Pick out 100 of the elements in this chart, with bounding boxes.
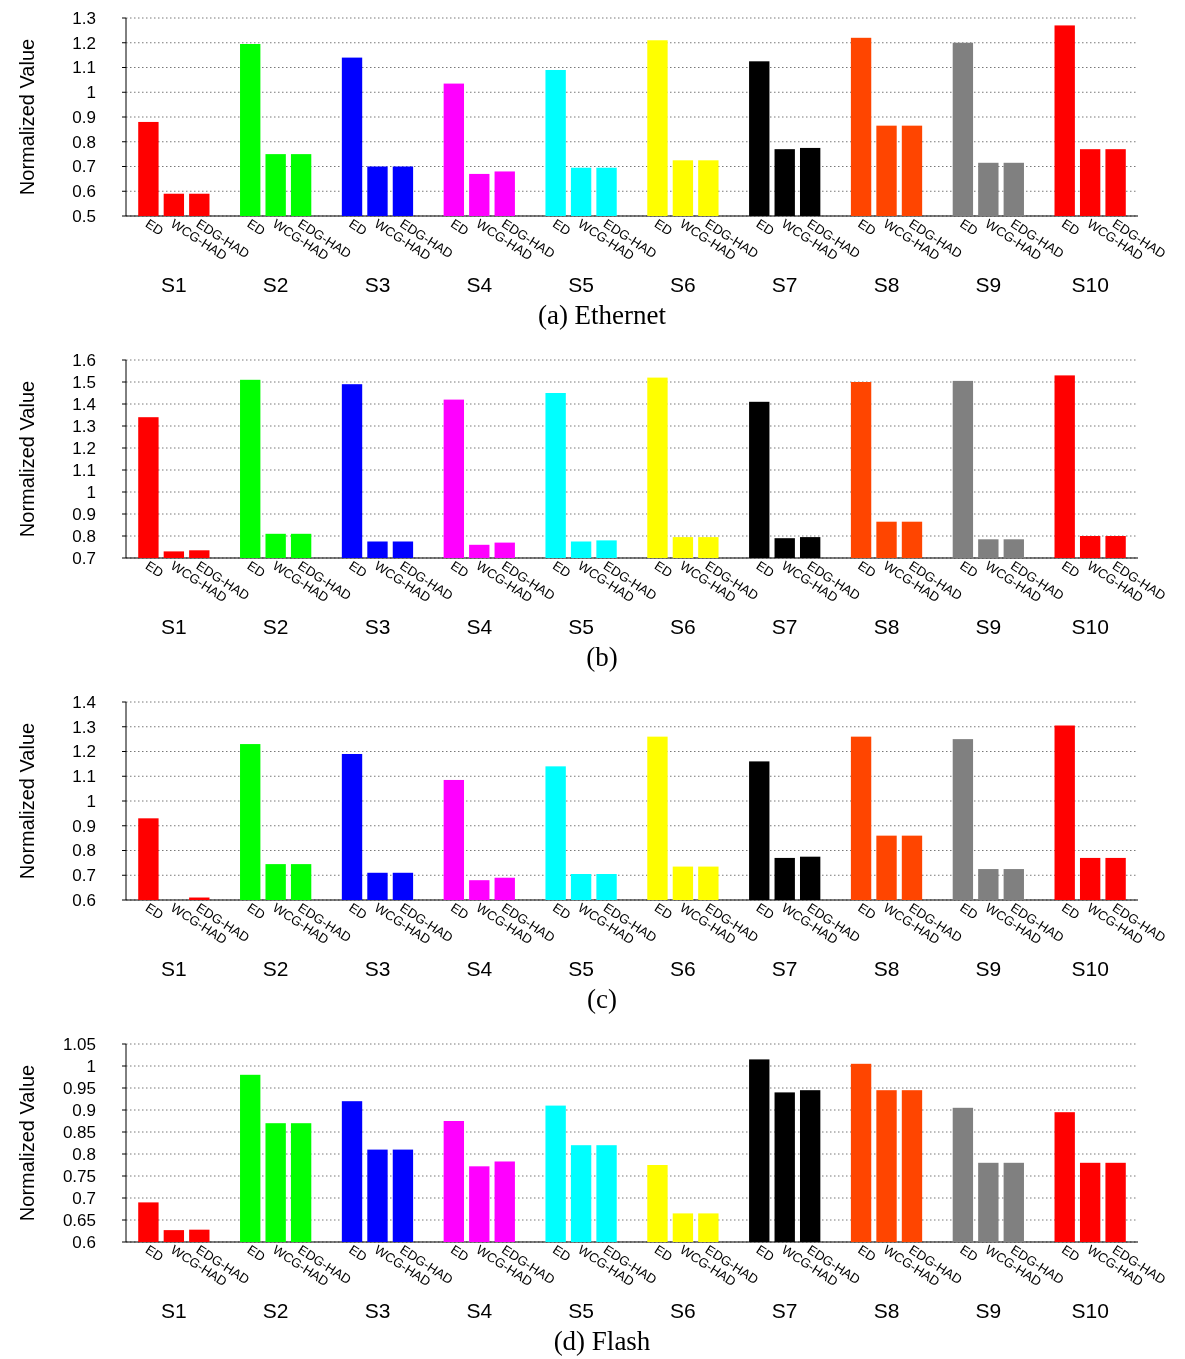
text: ED <box>448 215 472 239</box>
x-tick-label: S8 <box>873 1299 900 1322</box>
y-tick-label: 0.8 <box>72 841 96 861</box>
text: ED <box>550 557 574 581</box>
y-tick-label: 1.1 <box>72 58 96 78</box>
text: ED <box>957 557 981 581</box>
x-tick-label: S7 <box>771 273 798 296</box>
y-tick-label: 1.3 <box>72 416 96 436</box>
y-tick-label: 0.7 <box>72 866 96 886</box>
text: ED <box>651 557 676 581</box>
y-tick-label: 1.4 <box>72 692 96 712</box>
x-tick-label: S4 <box>466 1299 493 1322</box>
y-tick-label: 1 <box>86 83 96 103</box>
x-tick-label: S3 <box>364 957 391 980</box>
x-tick-label: S9 <box>975 273 1002 296</box>
text: ED <box>651 1241 676 1265</box>
x-tick-label: S4 <box>466 273 493 296</box>
x-tick-label: S3 <box>364 615 391 638</box>
x-tick-label: S5 <box>568 273 594 296</box>
y-tick-label: 0.7 <box>72 548 96 568</box>
text: ED <box>550 215 574 239</box>
text: ED <box>753 1241 777 1265</box>
y-tick-label: 0.8 <box>72 132 96 152</box>
x-tick-label: S5 <box>568 1299 594 1322</box>
text: ED <box>346 1241 370 1265</box>
x-tick-label: S4 <box>466 957 493 980</box>
text: ED <box>1059 557 1083 581</box>
text: ED <box>346 899 370 923</box>
x-tick-label: S10 <box>1071 957 1109 980</box>
text: ED <box>244 899 268 923</box>
y-tick-label: 0.7 <box>72 1188 96 1208</box>
x-tick-label: S1 <box>161 957 187 980</box>
y-tick-label: 1.2 <box>72 742 96 762</box>
x-tick-label: S5 <box>568 615 594 638</box>
y-tick-label: 0.5 <box>72 206 96 226</box>
x-tick-label: S10 <box>1071 615 1109 638</box>
y-tick-label: 0.6 <box>72 890 96 910</box>
text: ED <box>346 215 370 239</box>
y-tick-label: 0.85 <box>62 1122 96 1142</box>
y-tick-label: 1.4 <box>72 394 96 414</box>
text: ED <box>753 215 777 239</box>
x-tick-label: S2 <box>262 273 289 296</box>
y-tick-label: 1.2 <box>72 33 96 53</box>
text: ED <box>957 899 981 923</box>
y-tick-label: 0.95 <box>62 1078 96 1098</box>
text: ED <box>1059 1241 1083 1265</box>
x-tick-label: S3 <box>364 1299 391 1322</box>
text: (b) <box>586 642 618 672</box>
y-tick-label: 0.7 <box>72 157 96 177</box>
y-tick-label: 1.6 <box>72 350 96 370</box>
y-tick-label: 0.9 <box>72 107 96 127</box>
text: ED <box>855 899 879 923</box>
x-tick-label: S3 <box>364 273 391 296</box>
x-tick-label: S7 <box>771 1299 798 1322</box>
y-tick-label: 0.8 <box>72 526 96 546</box>
y-axis-title: Normalized Value <box>16 38 38 196</box>
text: (c) <box>587 984 617 1014</box>
x-tick-label: S6 <box>670 1299 696 1322</box>
y-axis-title: Normalized Value <box>16 380 38 538</box>
y-tick-label: 1.1 <box>72 767 96 787</box>
y-tick-label: 1.5 <box>72 372 96 392</box>
text: (d) Flash <box>553 1326 651 1356</box>
text: ED <box>1059 899 1083 923</box>
x-tick-label: S9 <box>975 957 1002 980</box>
y-tick-label: 0.9 <box>72 816 96 836</box>
y-tick-label: 0.9 <box>72 504 96 524</box>
x-tick-label: S8 <box>873 615 900 638</box>
text: ED <box>244 215 268 239</box>
x-tick-label: S1 <box>161 273 187 296</box>
y-axis-title: Normalized Value <box>16 1064 38 1222</box>
text: ED <box>855 557 879 581</box>
y-axis-title: Normalized Value <box>16 722 38 880</box>
y-tick-label: 0.6 <box>72 1232 96 1252</box>
text: ED <box>855 215 879 239</box>
y-tick-label: 1.1 <box>72 460 96 480</box>
x-tick-label: S6 <box>670 957 696 980</box>
x-tick-label: S9 <box>975 615 1002 638</box>
y-tick-label: 0.65 <box>62 1210 96 1230</box>
x-tick-label: S10 <box>1071 273 1109 296</box>
text: ED <box>346 557 370 581</box>
x-tick-label: S7 <box>771 615 798 638</box>
text: ED <box>651 215 676 239</box>
text: (a) Ethernet <box>537 300 667 330</box>
text: ED <box>651 899 676 923</box>
x-tick-label: S2 <box>262 1299 289 1322</box>
text: ED <box>550 899 574 923</box>
x-tick-label: S7 <box>771 957 798 980</box>
text: ED <box>448 899 472 923</box>
x-tick-label: S9 <box>975 1299 1002 1322</box>
x-tick-label: S1 <box>161 615 187 638</box>
x-tick-label: S6 <box>670 615 696 638</box>
x-tick-label: S10 <box>1071 1299 1109 1322</box>
text: ED <box>142 557 167 581</box>
x-tick-label: S1 <box>161 1299 187 1322</box>
y-tick-label: 1 <box>86 791 96 811</box>
y-tick-label: 1 <box>86 1056 96 1076</box>
text: ED <box>448 557 472 581</box>
text: ED <box>142 215 167 239</box>
x-tick-label: S6 <box>670 273 696 296</box>
x-tick-label: S8 <box>873 273 900 296</box>
